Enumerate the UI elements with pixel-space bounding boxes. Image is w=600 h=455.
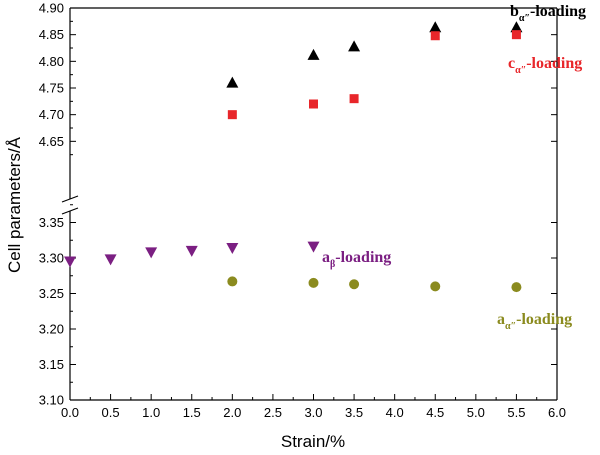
plot-frame <box>61 7 558 401</box>
data-marks <box>64 21 523 293</box>
triangle-up-marker <box>348 40 361 52</box>
triangle-down-marker <box>64 256 76 268</box>
axis-break-mark <box>61 207 79 215</box>
square-marker <box>511 30 521 40</box>
y-tick-label: 4.65 <box>39 134 64 149</box>
y-tick-label: 3.25 <box>39 286 64 301</box>
series-label: cα″-loading <box>508 55 582 76</box>
y-tick-label: 4.90 <box>39 1 64 16</box>
triangle-up-marker <box>307 48 320 60</box>
y-axis-title: Cell parameters/Å <box>5 136 24 273</box>
x-tick-label: 1.0 <box>142 405 160 420</box>
triangle-down-marker <box>104 254 117 266</box>
triangle-down-marker <box>185 245 198 257</box>
y-tick-label: 4.80 <box>39 54 64 69</box>
x-tick-label: 6.0 <box>548 405 566 420</box>
series-label: aβ-loading <box>322 249 391 270</box>
circle-marker <box>430 281 441 292</box>
triangle-down-marker <box>226 243 239 255</box>
triangle-down-marker <box>307 241 320 253</box>
circle-marker <box>308 277 319 288</box>
square-marker <box>430 31 440 41</box>
triangle-up-marker <box>226 76 239 88</box>
x-tick-label: 2.0 <box>223 405 241 420</box>
x-axis-ticks: 0.0 0.5 1.0 1.5 2.0 2.5 3.0 3.5 4.0 4.5 5.0 5.5 6.0 <box>61 394 566 420</box>
x-tick-label: 0.0 <box>61 405 79 420</box>
x-axis-title: Strain/% <box>281 432 345 451</box>
square-marker <box>349 94 359 104</box>
y-tick-label: 3.35 <box>39 215 64 230</box>
series-label: aα″-loading <box>497 311 572 332</box>
y-tick-label: 3.30 <box>39 251 64 266</box>
x-tick-label: 5.5 <box>507 405 525 420</box>
triangle-up-marker <box>510 21 523 33</box>
x-tick-label: 3.5 <box>345 405 363 420</box>
square-marker <box>227 110 237 120</box>
y-tick-label: 4.70 <box>39 107 64 122</box>
circle-marker <box>511 282 522 293</box>
series-labels: bα″-loading cα″-loading aβ-loading aα″-load… <box>322 3 586 332</box>
x-tick-label: 4.5 <box>426 405 444 420</box>
y-tick-label: 3.20 <box>39 322 64 337</box>
circle-marker <box>349 279 360 290</box>
y-tick-label: 3.10 <box>39 393 64 408</box>
x-tick-label: 3.0 <box>304 405 322 420</box>
circle-marker <box>227 276 238 287</box>
triangle-up-marker <box>429 21 442 33</box>
x-tick-label: 5.0 <box>467 405 485 420</box>
x-tick-label: 2.5 <box>264 405 282 420</box>
y-tick-label: 3.15 <box>39 357 64 372</box>
axis-break-mark <box>61 195 79 203</box>
series-label: bα″-loading <box>510 3 586 24</box>
y-tick-label: 4.85 <box>39 27 64 42</box>
x-tick-label: 4.0 <box>386 405 404 420</box>
y-axis-ticks: 4.65 4.70 4.75 4.80 4.85 4.90 3.10 3.15 3.20 3.25… <box>39 1 557 408</box>
square-marker <box>309 99 318 109</box>
x-tick-label: 0.5 <box>102 405 120 420</box>
y-tick-label: 4.75 <box>39 81 64 96</box>
x-tick-label: 1.5 <box>183 405 201 420</box>
triangle-down-marker <box>145 247 158 259</box>
